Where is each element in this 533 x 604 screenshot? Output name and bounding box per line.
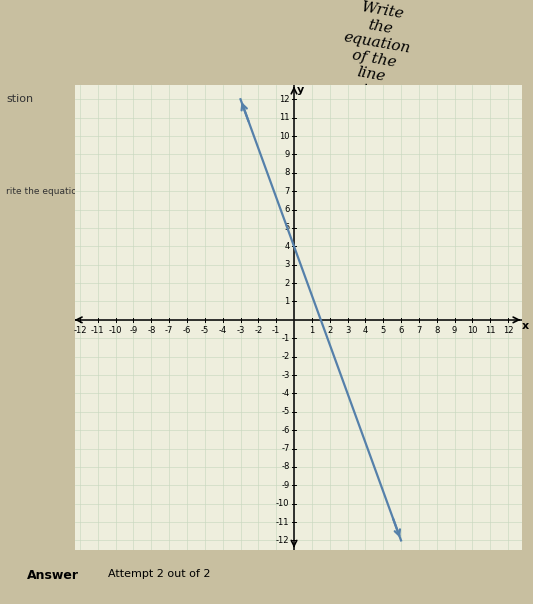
Text: 12: 12: [503, 326, 513, 335]
Text: 6: 6: [398, 326, 403, 335]
Text: 7: 7: [416, 326, 422, 335]
Text: -5: -5: [201, 326, 209, 335]
Text: -5: -5: [281, 407, 289, 416]
Text: -11: -11: [276, 518, 289, 527]
Text: 11: 11: [279, 113, 289, 122]
Text: y: y: [297, 86, 304, 95]
Text: 1: 1: [284, 297, 289, 306]
Text: -7: -7: [281, 444, 289, 453]
Text: 2: 2: [327, 326, 332, 335]
Text: -3: -3: [281, 370, 289, 379]
Text: 9: 9: [452, 326, 457, 335]
Text: -12: -12: [73, 326, 87, 335]
Text: 10: 10: [467, 326, 478, 335]
Text: Write the equation of the line in fully simplified slope-intercept form.: Write the equation of the line in fully …: [299, 0, 441, 172]
Text: x: x: [521, 321, 529, 331]
Text: Attempt 2 out of 2: Attempt 2 out of 2: [101, 569, 211, 579]
Text: -4: -4: [219, 326, 227, 335]
Text: -9: -9: [130, 326, 138, 335]
Text: -2: -2: [254, 326, 262, 335]
Text: 5: 5: [381, 326, 386, 335]
Text: -8: -8: [147, 326, 156, 335]
Text: 12: 12: [279, 95, 289, 104]
Text: 3: 3: [345, 326, 350, 335]
Text: 10: 10: [279, 132, 289, 141]
Text: -10: -10: [109, 326, 123, 335]
Text: 6: 6: [284, 205, 289, 214]
Text: 4: 4: [284, 242, 289, 251]
Text: 11: 11: [485, 326, 496, 335]
Text: -1: -1: [281, 334, 289, 342]
Text: -8: -8: [281, 463, 289, 471]
Text: -10: -10: [276, 499, 289, 508]
Text: 7: 7: [284, 187, 289, 196]
Text: 1: 1: [309, 326, 314, 335]
Text: -4: -4: [281, 389, 289, 398]
Text: -1: -1: [272, 326, 280, 335]
Text: 4: 4: [363, 326, 368, 335]
Text: stion: stion: [6, 94, 34, 104]
Text: Answer: Answer: [27, 569, 79, 582]
Text: 8: 8: [284, 169, 289, 178]
Text: -9: -9: [281, 481, 289, 490]
Text: -6: -6: [281, 426, 289, 435]
Text: 3: 3: [284, 260, 289, 269]
Text: -6: -6: [183, 326, 191, 335]
Text: 9: 9: [284, 150, 289, 159]
Text: -7: -7: [165, 326, 173, 335]
Text: -3: -3: [236, 326, 245, 335]
Text: 2: 2: [284, 278, 289, 288]
Text: -12: -12: [276, 536, 289, 545]
Text: -11: -11: [91, 326, 104, 335]
Text: 5: 5: [284, 223, 289, 233]
Text: -2: -2: [281, 352, 289, 361]
Text: 8: 8: [434, 326, 439, 335]
Text: rite the equation of the line in fully simplified slope-intercept form.: rite the equation of the line in fully s…: [6, 187, 311, 196]
